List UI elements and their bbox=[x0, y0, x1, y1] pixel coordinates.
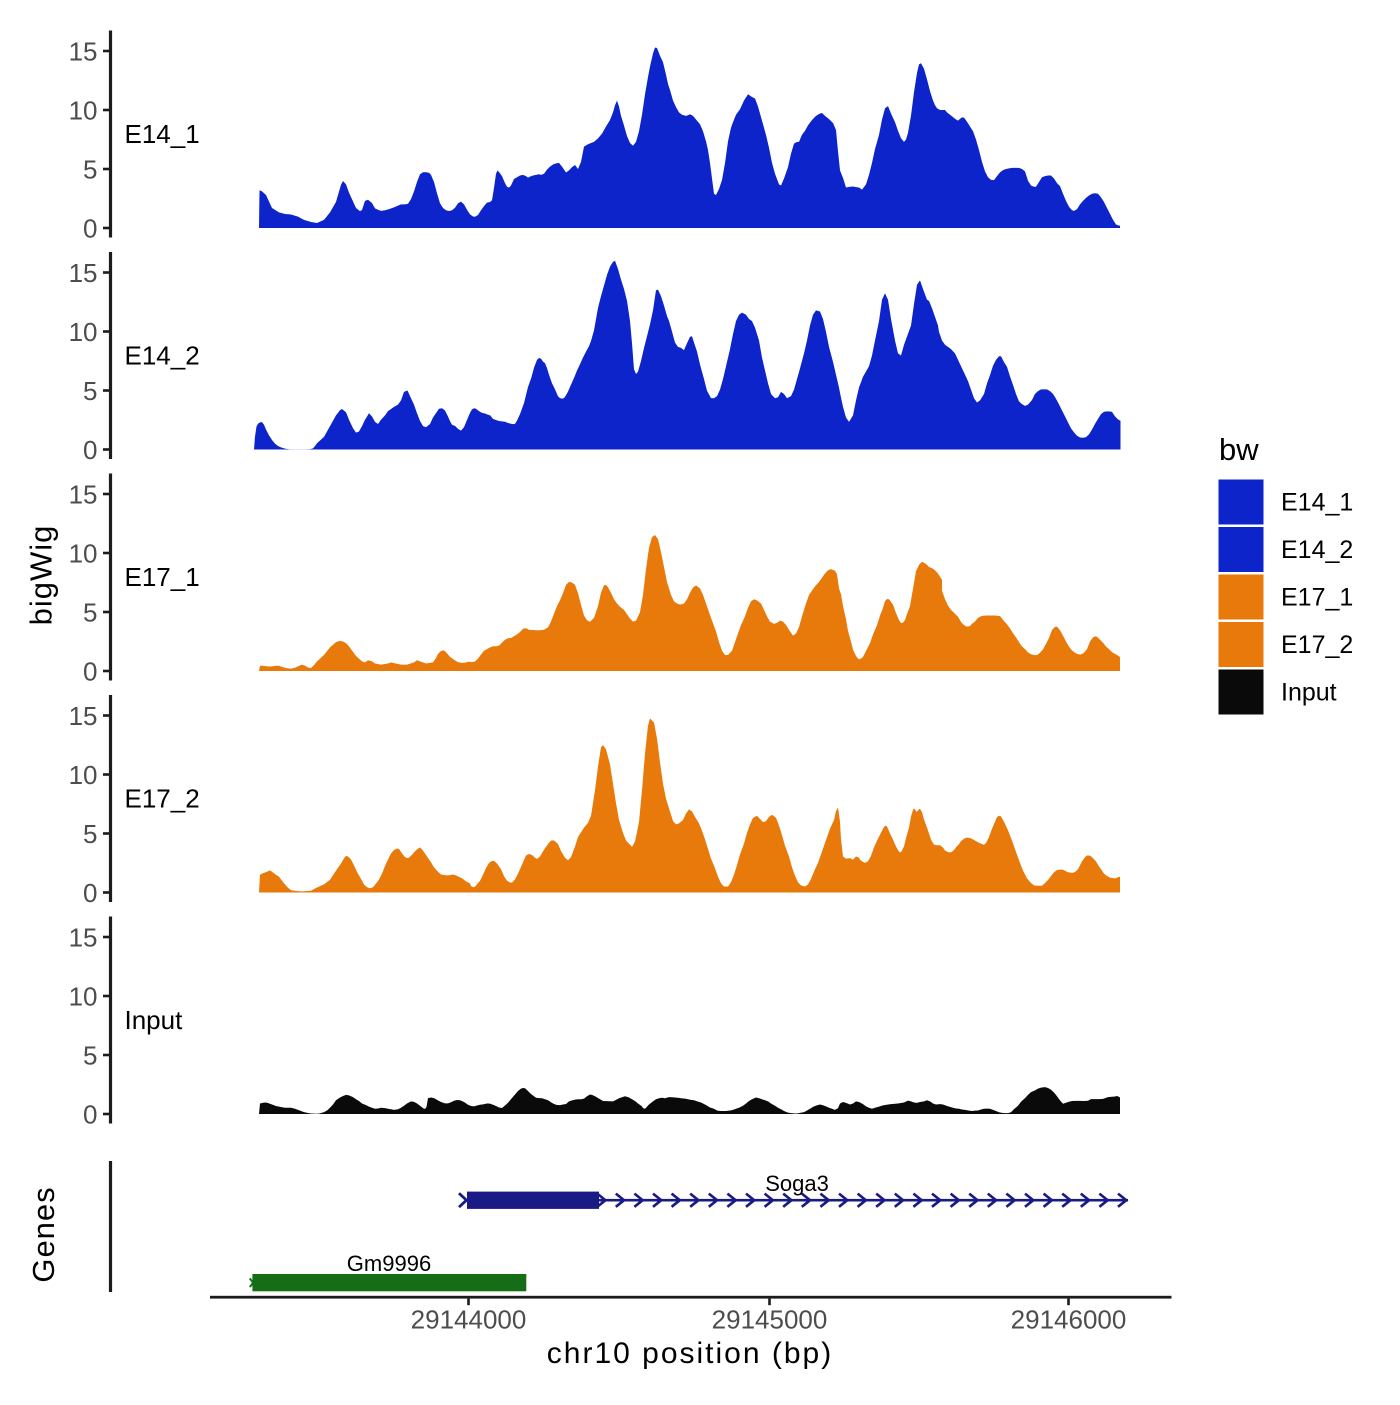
svg-text:0: 0 bbox=[83, 657, 97, 687]
svg-text:Input: Input bbox=[125, 1005, 184, 1035]
svg-text:Input: Input bbox=[1281, 679, 1337, 707]
svg-text:15: 15 bbox=[69, 258, 98, 288]
svg-text:E17_1: E17_1 bbox=[125, 562, 200, 592]
svg-text:bw: bw bbox=[1219, 432, 1259, 467]
svg-text:E17_2: E17_2 bbox=[125, 784, 200, 814]
svg-text:5: 5 bbox=[83, 155, 97, 185]
svg-text:10: 10 bbox=[69, 539, 98, 569]
svg-text:0: 0 bbox=[83, 435, 97, 465]
svg-text:E17_1: E17_1 bbox=[1281, 584, 1353, 612]
svg-text:5: 5 bbox=[83, 598, 97, 628]
svg-text:15: 15 bbox=[69, 923, 98, 953]
svg-text:15: 15 bbox=[69, 37, 98, 67]
svg-text:E14_1: E14_1 bbox=[125, 119, 200, 149]
svg-text:29145000: 29145000 bbox=[712, 1305, 828, 1335]
svg-text:10: 10 bbox=[69, 982, 98, 1012]
svg-text:E14_1: E14_1 bbox=[1281, 489, 1353, 517]
svg-text:E14_2: E14_2 bbox=[1281, 536, 1353, 564]
svg-text:10: 10 bbox=[69, 96, 98, 126]
svg-text:5: 5 bbox=[83, 376, 97, 406]
svg-text:Gm9996: Gm9996 bbox=[347, 1251, 431, 1276]
svg-text:5: 5 bbox=[83, 1041, 97, 1071]
svg-text:Soga3: Soga3 bbox=[765, 1171, 829, 1196]
svg-text:15: 15 bbox=[69, 480, 98, 510]
svg-text:5: 5 bbox=[83, 819, 97, 849]
svg-text:bigWig: bigWig bbox=[24, 525, 59, 626]
svg-text:15: 15 bbox=[69, 701, 98, 731]
svg-text:chr10 position (bp): chr10 position (bp) bbox=[547, 1337, 833, 1370]
svg-text:E17_2: E17_2 bbox=[1281, 631, 1353, 659]
svg-text:0: 0 bbox=[83, 1100, 97, 1130]
svg-text:E14_2: E14_2 bbox=[125, 341, 200, 371]
svg-text:29146000: 29146000 bbox=[1011, 1305, 1127, 1335]
svg-text:0: 0 bbox=[83, 878, 97, 908]
svg-text:10: 10 bbox=[69, 317, 98, 347]
svg-text:29144000: 29144000 bbox=[411, 1305, 527, 1335]
svg-text:0: 0 bbox=[83, 214, 97, 244]
svg-text:10: 10 bbox=[69, 760, 98, 790]
svg-text:Genes: Genes bbox=[26, 1186, 61, 1282]
